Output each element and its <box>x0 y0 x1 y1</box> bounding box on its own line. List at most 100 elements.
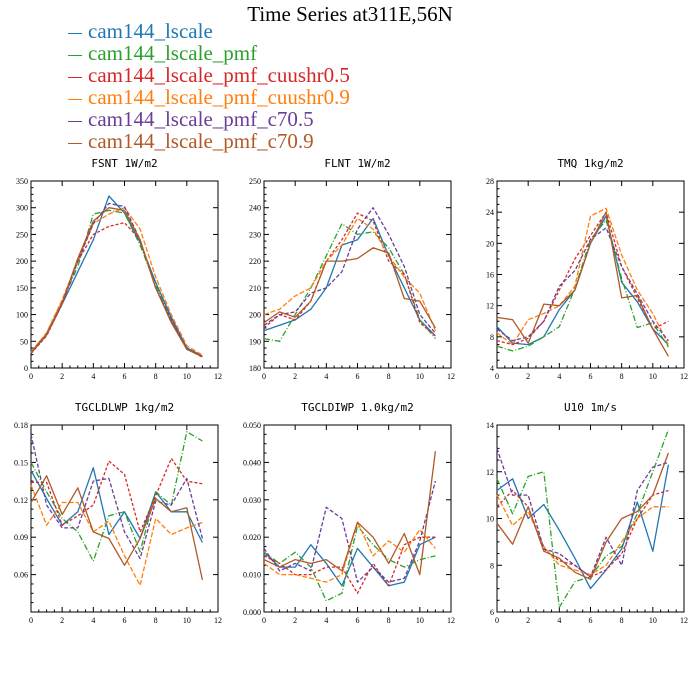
y-tick-label: 300 <box>16 204 28 213</box>
series-line <box>263 212 436 337</box>
x-tick-label: 6 <box>589 616 593 625</box>
series-line <box>31 457 203 533</box>
panel-title: TGCLDLWP 1kg/m2 <box>75 401 174 414</box>
y-tick-label: 0.010 <box>243 571 261 580</box>
x-tick-label: 4 <box>557 372 561 381</box>
plot-frame <box>263 180 452 369</box>
panel-title: U10 1m/s <box>564 401 617 414</box>
y-tick-label: 10 <box>486 515 494 524</box>
x-tick-label: 2 <box>293 616 297 625</box>
y-tick-label: 190 <box>249 337 261 346</box>
x-tick-label: 8 <box>154 616 158 625</box>
x-tick-label: 10 <box>649 372 657 381</box>
y-tick-label: 0.09 <box>14 533 28 542</box>
y-tick-label: 0.18 <box>14 421 28 430</box>
series-line <box>263 207 436 334</box>
series-line <box>30 209 203 357</box>
series-line <box>263 536 436 594</box>
y-tick-label: 14 <box>486 421 494 430</box>
y-tick-label: 180 <box>249 364 261 373</box>
panel-title: FLNT 1W/m2 <box>324 157 390 170</box>
series-line <box>496 429 670 608</box>
legend-item: cam144_lscale_pmf_c70.9 <box>68 130 314 152</box>
y-tick-label: 28 <box>486 177 494 186</box>
legend-item: cam144_lscale_pmf_cuushr0.9 <box>68 86 350 108</box>
y-tick-label: 250 <box>249 177 261 186</box>
plot-frame <box>263 424 452 613</box>
plot-frame <box>496 180 685 369</box>
x-tick-label: 8 <box>620 372 624 381</box>
series-line <box>263 451 437 576</box>
y-tick-label: 24 <box>486 208 494 217</box>
series-line <box>496 494 669 576</box>
series-line <box>30 202 203 357</box>
series-line <box>30 207 203 358</box>
x-tick-label: 10 <box>183 616 191 625</box>
legend-line-icon <box>68 142 82 144</box>
y-tick-label: 4 <box>490 364 494 373</box>
series-line <box>263 536 436 587</box>
y-tick-label: 16 <box>486 271 494 280</box>
y-tick-label: 100 <box>16 311 28 320</box>
legend-item: cam144_lscale_pmf_cuushr0.5 <box>68 64 350 86</box>
y-tick-label: 20 <box>486 239 494 248</box>
legend-item: cam144_lscale <box>68 20 213 42</box>
y-tick-label: 0.15 <box>14 458 28 467</box>
legend-label: cam144_lscale_pmf_c70.5 <box>88 107 314 131</box>
legend-item: cam144_lscale_pmf <box>68 42 257 64</box>
series-line <box>496 211 669 346</box>
x-tick-label: 6 <box>123 616 127 625</box>
x-tick-label: 10 <box>649 616 657 625</box>
y-tick-label: 0.030 <box>243 496 261 505</box>
x-tick-label: 4 <box>324 372 328 381</box>
y-tick-label: 0.020 <box>243 533 261 542</box>
panel-title: TGCLDIWP 1.0kg/m2 <box>301 401 414 414</box>
legend-line-icon <box>68 120 82 122</box>
x-tick-label: 4 <box>324 616 328 625</box>
x-tick-label: 12 <box>680 616 688 625</box>
x-tick-label: 12 <box>447 372 455 381</box>
y-tick-label: 12 <box>486 302 494 311</box>
panel-title: FSNT 1W/m2 <box>91 157 157 170</box>
y-tick-label: 240 <box>249 204 261 213</box>
y-tick-label: 230 <box>249 230 261 239</box>
x-tick-label: 0 <box>29 372 33 381</box>
legend-label: cam144_lscale_pmf_cuushr0.9 <box>88 85 350 109</box>
y-tick-label: 8 <box>490 333 494 342</box>
x-tick-label: 2 <box>60 372 64 381</box>
series-line <box>263 247 436 329</box>
y-tick-label: 200 <box>249 311 261 320</box>
legend-label: cam144_lscale_pmf_c70.9 <box>88 129 314 153</box>
series-line <box>30 475 204 581</box>
y-tick-label: 220 <box>249 257 261 266</box>
x-tick-label: 6 <box>356 616 360 625</box>
x-tick-label: 10 <box>183 372 191 381</box>
series-line <box>30 222 203 358</box>
x-tick-label: 8 <box>154 372 158 381</box>
y-tick-label: 250 <box>16 230 28 239</box>
series-line <box>30 431 203 562</box>
y-tick-label: 0.12 <box>14 496 28 505</box>
series-line <box>30 434 204 560</box>
x-tick-label: 4 <box>557 616 561 625</box>
legend-line-icon <box>68 76 82 78</box>
x-tick-label: 0 <box>495 372 499 381</box>
x-tick-label: 6 <box>589 372 593 381</box>
x-tick-label: 4 <box>91 616 95 625</box>
x-tick-label: 8 <box>620 616 624 625</box>
legend-line-icon <box>68 98 82 100</box>
series-line <box>263 217 436 331</box>
series-line <box>263 525 436 602</box>
series-line <box>496 211 669 357</box>
legend-label: cam144_lscale_pmf <box>88 41 258 65</box>
x-tick-label: 0 <box>495 616 499 625</box>
series-line <box>263 217 436 337</box>
y-tick-label: 0.050 <box>243 421 261 430</box>
x-tick-label: 12 <box>214 372 222 381</box>
figure-title: Time Series at311E,56N <box>247 2 453 26</box>
y-tick-label: 50 <box>20 337 28 346</box>
x-tick-label: 8 <box>387 372 391 381</box>
x-tick-label: 2 <box>60 616 64 625</box>
x-tick-label: 2 <box>526 372 530 381</box>
